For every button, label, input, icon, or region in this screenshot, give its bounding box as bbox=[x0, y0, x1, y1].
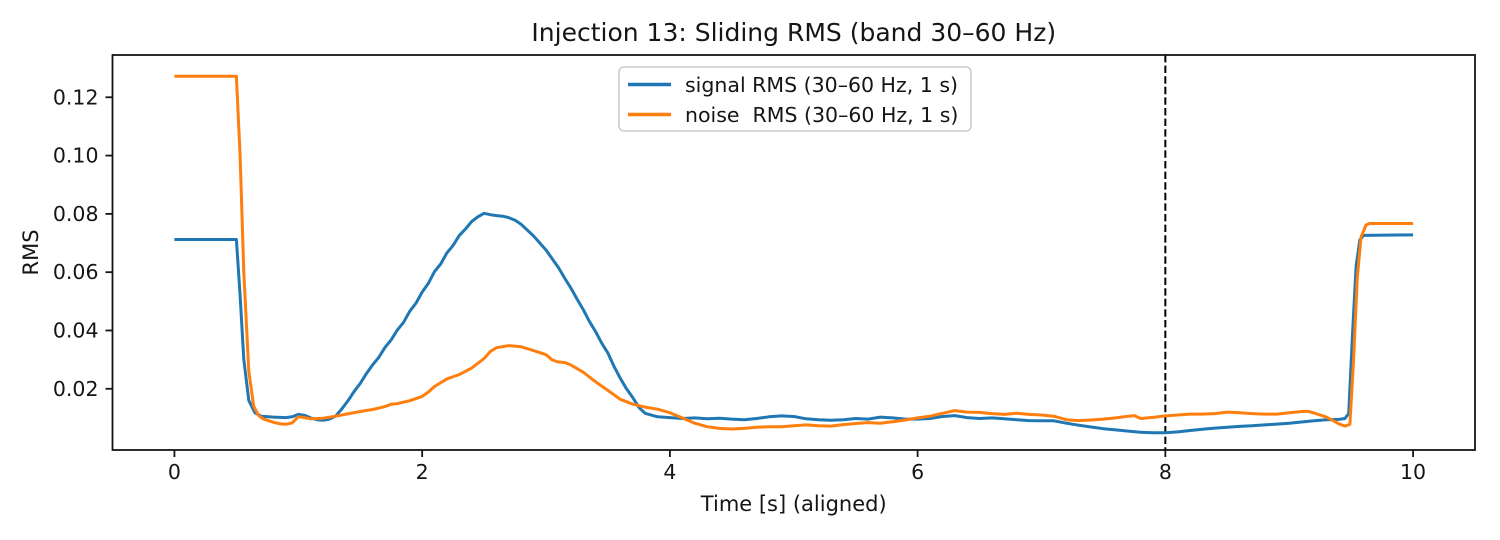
legend-label-noise: noise RMS (30–60 Hz, 1 s) bbox=[685, 103, 958, 127]
y-tick-label: 0.06 bbox=[53, 260, 99, 284]
x-tick-label: 10 bbox=[1400, 460, 1426, 484]
plot-area: 0 2 4 6 8 10 0.02 0.04 0.06 0.08 0.10 0.12 bbox=[53, 54, 1476, 484]
x-tick-label: 0 bbox=[168, 460, 181, 484]
x-axis-label: Time [s] (aligned) bbox=[700, 492, 887, 516]
x-tick-label: 8 bbox=[1159, 460, 1172, 484]
y-tick-label: 0.04 bbox=[53, 318, 99, 342]
x-tick-label: 2 bbox=[416, 460, 429, 484]
legend: signal RMS (30–60 Hz, 1 s) noise RMS (30… bbox=[618, 66, 972, 132]
x-tick-label: 4 bbox=[663, 460, 676, 484]
chart-title: Injection 13: Sliding RMS (band 30–60 Hz… bbox=[531, 18, 1056, 47]
axes-spines bbox=[111, 54, 1476, 451]
y-tick-label: 0.08 bbox=[53, 202, 99, 226]
legend-box bbox=[618, 66, 972, 132]
y-tick-label: 0.10 bbox=[53, 144, 99, 168]
y-axis-label: RMS bbox=[19, 229, 43, 275]
x-tick-label: 6 bbox=[911, 460, 924, 484]
y-tick-label: 0.02 bbox=[53, 377, 99, 401]
y-tick-label: 0.12 bbox=[53, 85, 99, 109]
series-line-signal bbox=[174, 211, 1414, 435]
series-line-noise bbox=[174, 74, 1414, 431]
legend-label-signal: signal RMS (30–60 Hz, 1 s) bbox=[685, 73, 958, 97]
